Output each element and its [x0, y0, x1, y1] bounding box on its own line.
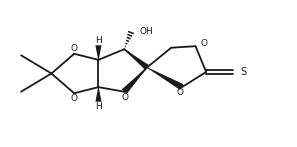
Text: O: O [70, 44, 77, 53]
Polygon shape [122, 67, 147, 94]
Text: O: O [200, 39, 207, 48]
Polygon shape [124, 49, 149, 70]
Polygon shape [95, 87, 102, 102]
Text: H: H [95, 36, 102, 45]
Text: O: O [70, 94, 77, 103]
Text: O: O [177, 88, 184, 97]
Text: OH: OH [139, 26, 153, 36]
Polygon shape [147, 67, 184, 90]
Polygon shape [95, 45, 102, 60]
Text: S: S [240, 67, 246, 77]
Text: H: H [95, 102, 102, 111]
Text: O: O [121, 93, 128, 102]
